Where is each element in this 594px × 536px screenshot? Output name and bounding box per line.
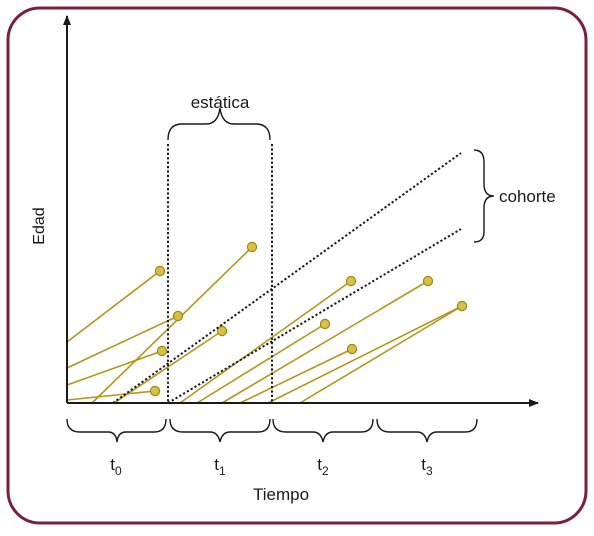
period-label-0: t0 bbox=[110, 455, 122, 478]
period-label-3: t3 bbox=[421, 455, 433, 478]
life-line bbox=[299, 305, 463, 404]
static-label: estática bbox=[191, 93, 250, 112]
life-line bbox=[239, 348, 353, 404]
life-endpoint-dot bbox=[422, 275, 434, 287]
cohort-band bbox=[112, 152, 462, 404]
life-endpoint-dot bbox=[156, 345, 168, 357]
life-line bbox=[91, 246, 253, 404]
period-brace-0 bbox=[66, 418, 167, 443]
life-endpoint-dot bbox=[154, 265, 166, 277]
period-label-2: t2 bbox=[317, 455, 329, 478]
life-endpoint-dot bbox=[246, 241, 258, 253]
life-endpoint-dot bbox=[216, 325, 228, 337]
braces bbox=[66, 107, 495, 443]
period-brace-2 bbox=[272, 418, 374, 443]
life-endpoint-dot bbox=[172, 310, 184, 322]
life-endpoint-dot bbox=[319, 318, 331, 330]
static-brace bbox=[167, 107, 271, 141]
life-lines bbox=[66, 241, 468, 404]
static-window bbox=[167, 144, 273, 403]
life-line bbox=[267, 305, 463, 404]
life-line bbox=[66, 315, 179, 369]
x-axis-label: Tiempo bbox=[253, 485, 309, 504]
life-endpoint-dot bbox=[346, 343, 358, 355]
period-brace-1 bbox=[169, 418, 271, 443]
life-line bbox=[221, 280, 429, 404]
period-brace-3 bbox=[376, 418, 478, 443]
life-endpoint-dot bbox=[345, 275, 357, 287]
life-line bbox=[196, 323, 326, 404]
figure-frame bbox=[6, 6, 588, 525]
y-axis-label: Edad bbox=[31, 207, 48, 244]
life-line bbox=[179, 280, 352, 404]
cohort-label: cohorte bbox=[499, 187, 556, 206]
life-line bbox=[66, 390, 156, 401]
cohort-brace bbox=[473, 149, 495, 243]
life-line bbox=[66, 270, 161, 343]
period-label-1: t1 bbox=[214, 455, 226, 478]
life-line bbox=[66, 350, 163, 386]
life-line bbox=[113, 330, 223, 404]
life-endpoint-dot bbox=[149, 385, 161, 397]
life-endpoint-dot bbox=[456, 300, 468, 312]
cohort-upper-edge bbox=[112, 152, 462, 404]
